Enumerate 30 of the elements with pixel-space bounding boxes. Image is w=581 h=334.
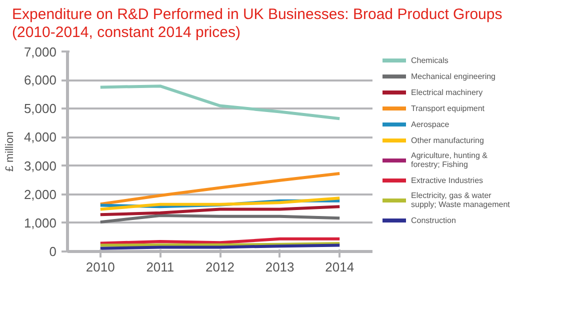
legend-label: Electrical machinery bbox=[411, 87, 483, 97]
line-series bbox=[98, 172, 342, 206]
x-tick-label: 2010 bbox=[86, 260, 115, 274]
legend-label: Mechanical engineering bbox=[411, 71, 496, 81]
legend-label: Construction bbox=[411, 215, 456, 225]
chart-title: Expenditure on R&D Performed in UK Businesses: Broad Product Groups (2010-2014, constant 2014 prices) bbox=[12, 6, 504, 42]
line-series bbox=[98, 196, 342, 211]
legend-label: Extractive Industries bbox=[411, 175, 484, 185]
x-tick-label: 2014 bbox=[325, 260, 354, 274]
legend-label: Chemicals bbox=[411, 55, 448, 65]
legend-label: Agriculture, hunting & forestry; Fishing bbox=[411, 151, 488, 169]
line-series bbox=[98, 214, 342, 224]
line-series bbox=[98, 205, 342, 216]
y-tick-label: 6,000 bbox=[24, 72, 57, 88]
y-axis-title: £ million bbox=[4, 131, 16, 172]
y-tick-label: 5,000 bbox=[24, 101, 57, 116]
y-tick-label: 3,000 bbox=[24, 158, 57, 174]
legend-label: Aerospace bbox=[411, 119, 450, 129]
legend-label: Other manufacturing bbox=[411, 135, 484, 145]
x-tick-label: 2012 bbox=[206, 260, 234, 274]
line-series bbox=[98, 84, 342, 120]
y-tick-label: 2,000 bbox=[24, 186, 57, 202]
legend-label: Transport equipment bbox=[411, 103, 485, 113]
legend-label: Electricity, gas & water supply; Waste management bbox=[411, 191, 510, 209]
x-tick-label: 2011 bbox=[146, 260, 174, 274]
y-tick-label: 4,000 bbox=[24, 130, 57, 145]
y-tick-label: 7,000 bbox=[24, 44, 57, 60]
y-tick-label: 1,000 bbox=[24, 215, 57, 230]
x-tick-label: 2013 bbox=[265, 260, 294, 274]
y-tick-label: 0 bbox=[49, 244, 57, 259]
